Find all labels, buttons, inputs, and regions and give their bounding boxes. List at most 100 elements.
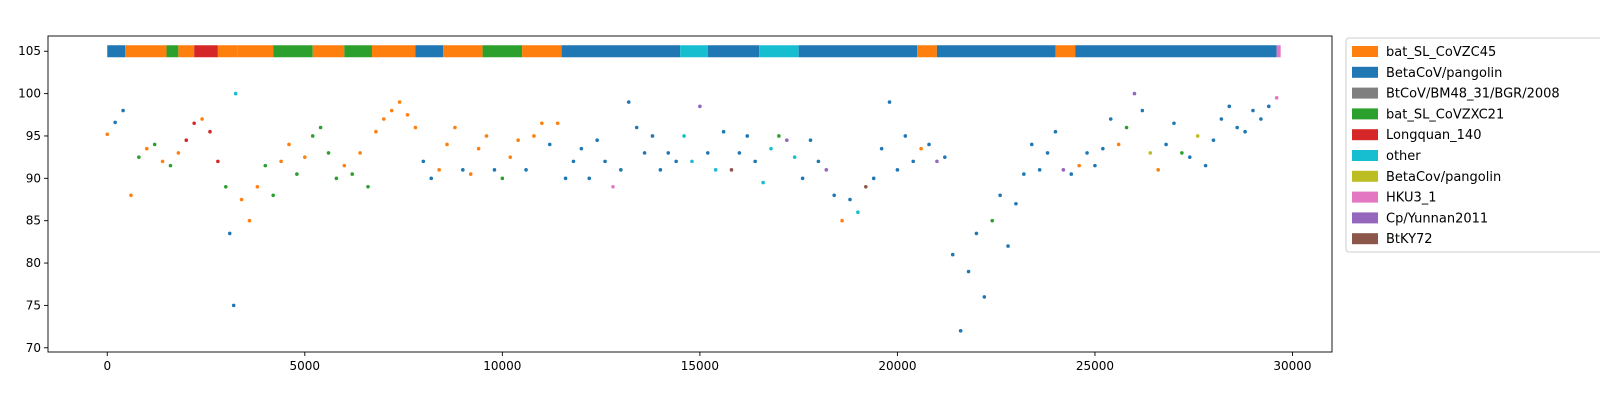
data-point xyxy=(943,155,947,159)
data-point xyxy=(603,159,607,164)
data-point xyxy=(1116,142,1121,147)
data-point xyxy=(871,176,876,181)
data-point xyxy=(279,159,283,164)
y-tick-label: 80 xyxy=(26,256,41,270)
x-tick-label: 10000 xyxy=(483,359,521,373)
data-point xyxy=(903,134,908,138)
data-point xyxy=(1061,168,1066,172)
bar-segment xyxy=(936,45,1056,58)
legend-swatch xyxy=(1352,150,1378,161)
data-point xyxy=(642,151,647,155)
y-tick-label: 105 xyxy=(18,44,41,58)
legend-label: BetaCoV/pangolin xyxy=(1386,66,1502,81)
legend-label: bat_SL_CoVZC45 xyxy=(1386,45,1496,60)
data-point xyxy=(287,142,291,147)
data-point xyxy=(397,100,402,104)
data-point xyxy=(318,125,323,130)
data-point xyxy=(532,134,536,138)
y-tick-label: 85 xyxy=(26,214,41,228)
data-point xyxy=(184,138,189,143)
data-point xyxy=(713,168,718,172)
legend-swatch xyxy=(1352,108,1378,120)
data-point xyxy=(579,146,584,151)
bar-segment xyxy=(1055,45,1076,58)
bar-segment xyxy=(107,45,126,58)
data-point xyxy=(958,329,963,333)
data-point xyxy=(1251,108,1255,113)
data-point xyxy=(508,155,513,159)
data-point xyxy=(626,100,631,104)
data-point xyxy=(753,159,757,164)
data-point xyxy=(792,155,797,159)
data-point xyxy=(1219,117,1224,121)
data-point xyxy=(216,159,220,164)
data-point xyxy=(113,120,117,125)
data-point xyxy=(1243,129,1247,134)
data-point xyxy=(1045,151,1050,155)
data-point xyxy=(1227,104,1232,109)
x-tick-label: 30000 xyxy=(1273,359,1311,373)
data-point xyxy=(1022,172,1026,176)
data-point xyxy=(571,159,576,164)
data-point xyxy=(966,269,971,274)
data-point xyxy=(1132,91,1137,96)
data-point xyxy=(864,184,868,189)
data-point xyxy=(619,168,623,172)
data-point xyxy=(1101,146,1105,151)
data-point xyxy=(1037,168,1042,172)
data-point xyxy=(721,129,726,134)
legend-label: BtKY72 xyxy=(1386,232,1433,247)
data-point xyxy=(1093,163,1097,168)
data-point xyxy=(982,295,987,299)
data-points xyxy=(105,91,1279,333)
data-point xyxy=(927,142,931,147)
data-point xyxy=(405,112,410,117)
data-point xyxy=(160,159,165,164)
data-point xyxy=(816,159,821,164)
data-point xyxy=(247,218,252,223)
data-point xyxy=(1235,125,1239,130)
data-point xyxy=(461,168,465,172)
data-point xyxy=(1187,155,1192,159)
data-point xyxy=(334,176,339,181)
bar-segment xyxy=(273,45,313,58)
legend-label: BtCoV/BM48_31/BGR/2008 xyxy=(1386,87,1560,102)
data-point xyxy=(1259,117,1263,121)
data-point xyxy=(1274,96,1279,100)
bar-segment xyxy=(237,45,274,58)
data-point xyxy=(263,163,268,168)
data-point xyxy=(737,151,742,155)
legend-swatch xyxy=(1352,170,1378,182)
data-point xyxy=(1085,151,1089,155)
legend-swatch xyxy=(1352,191,1378,203)
data-point xyxy=(919,146,923,151)
data-point xyxy=(990,218,995,223)
x-tick-label: 25000 xyxy=(1076,359,1114,373)
legend-label: Longquan_140 xyxy=(1386,128,1481,143)
data-point xyxy=(587,176,592,181)
data-point xyxy=(326,151,331,155)
bar-segment xyxy=(522,45,562,58)
data-point xyxy=(658,168,663,172)
y-tick-label: 70 xyxy=(26,341,41,355)
data-point xyxy=(350,172,355,176)
data-point xyxy=(1077,163,1081,168)
data-point xyxy=(233,91,238,96)
data-point xyxy=(421,159,426,164)
data-point xyxy=(808,138,813,143)
data-point xyxy=(389,108,394,113)
data-point xyxy=(200,117,204,121)
y-tick-label: 95 xyxy=(26,129,41,143)
data-point xyxy=(500,176,505,181)
data-point xyxy=(595,138,599,143)
data-point xyxy=(911,159,916,164)
data-point xyxy=(682,134,686,138)
data-point xyxy=(540,121,544,126)
data-point xyxy=(705,151,710,155)
data-point xyxy=(137,155,141,159)
data-point xyxy=(366,184,370,189)
bar-segment xyxy=(1075,45,1277,58)
x-tick-label: 5000 xyxy=(290,359,321,373)
data-point xyxy=(974,231,979,236)
